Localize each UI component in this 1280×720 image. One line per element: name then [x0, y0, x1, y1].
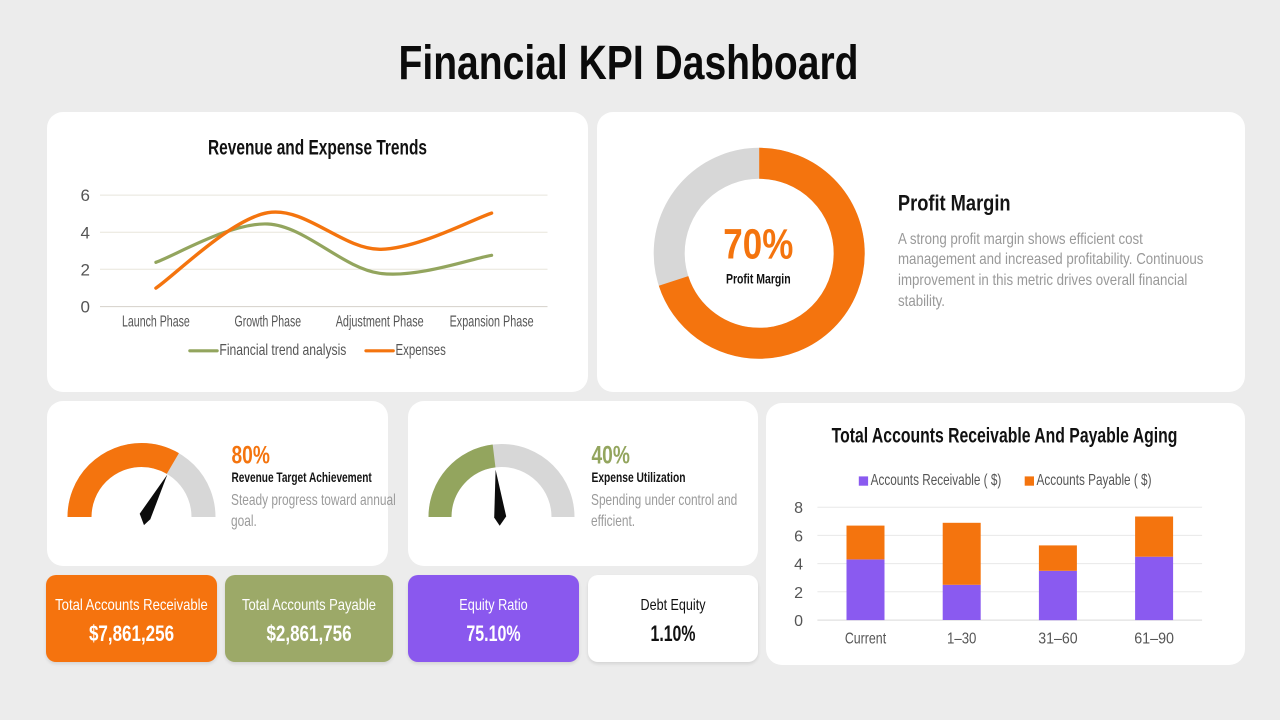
svg-text:0: 0 — [794, 613, 803, 630]
svg-text:2: 2 — [81, 260, 90, 279]
svg-text:Expenses: Expenses — [396, 342, 446, 359]
svg-text:Financial trend analysis: Financial trend analysis — [219, 342, 346, 359]
svg-text:61–90: 61–90 — [1134, 630, 1174, 647]
svg-text:2: 2 — [794, 585, 803, 602]
svg-text:Growth Phase: Growth Phase — [235, 313, 302, 330]
svg-text:1–30: 1–30 — [947, 630, 976, 647]
svg-text:75.10%: 75.10% — [466, 621, 520, 646]
svg-text:Debt Equity: Debt Equity — [641, 597, 706, 614]
svg-text:Adjustment Phase: Adjustment Phase — [336, 313, 424, 330]
svg-text:Total Accounts Receivable: Total Accounts Receivable — [55, 597, 208, 614]
svg-text:Profit Margin: Profit Margin — [726, 270, 791, 286]
svg-text:Revenue Target Achievement: Revenue Target Achievement — [232, 469, 373, 485]
svg-text:Equity Ratio: Equity Ratio — [459, 597, 527, 614]
svg-text:40%: 40% — [592, 442, 630, 470]
svg-text:Launch Phase: Launch Phase — [122, 313, 190, 330]
svg-text:70%: 70% — [723, 220, 793, 268]
svg-text:4: 4 — [794, 557, 803, 574]
svg-text:Accounts Receivable ( $): Accounts Receivable ( $) — [871, 472, 1002, 489]
svg-text:Total Accounts Payable: Total Accounts Payable — [242, 597, 376, 614]
svg-text:Expense Utilization: Expense Utilization — [592, 469, 686, 485]
svg-text:31–60: 31–60 — [1038, 630, 1077, 647]
svg-text:Accounts Payable ( $): Accounts Payable ( $) — [1037, 472, 1152, 489]
svg-text:Expansion Phase: Expansion Phase — [450, 313, 534, 330]
svg-text:$7,861,256: $7,861,256 — [89, 621, 174, 646]
svg-text:6: 6 — [81, 186, 90, 205]
svg-text:Revenue and Expense Trends: Revenue and Expense Trends — [208, 136, 427, 159]
svg-text:6: 6 — [794, 528, 803, 545]
svg-text:4: 4 — [81, 223, 90, 242]
svg-text:Financial KPI Dashboard: Financial KPI Dashboard — [399, 37, 859, 90]
svg-text:8: 8 — [794, 500, 803, 517]
svg-text:Profit Margin: Profit Margin — [898, 191, 1011, 216]
svg-text:0: 0 — [81, 298, 90, 317]
svg-text:Total Accounts Receivable And: Total Accounts Receivable And Payable Ag… — [832, 424, 1178, 447]
svg-text:$2,861,756: $2,861,756 — [266, 621, 351, 646]
svg-text:Current: Current — [845, 630, 887, 647]
svg-text:1.10%: 1.10% — [651, 621, 696, 646]
svg-text:80%: 80% — [232, 442, 270, 470]
